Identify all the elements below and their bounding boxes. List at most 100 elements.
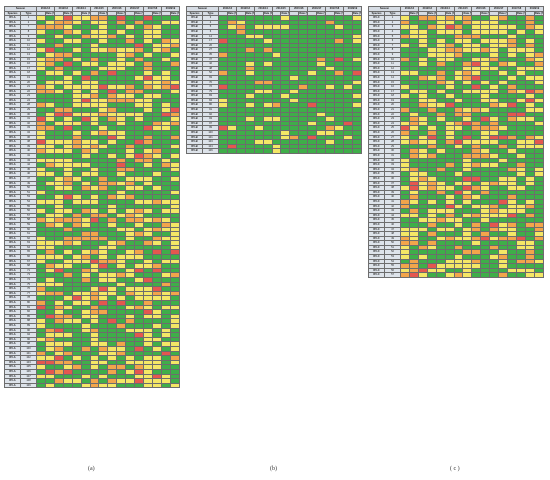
table-row: RV-B 42	[186, 61, 363, 67]
species-cell: RV-C	[368, 272, 385, 278]
value-cell	[53, 382, 64, 389]
table-row: RV-A 45	[4, 166, 181, 173]
rate-header: Rate (%)	[280, 10, 291, 17]
table-row: RV-C 44	[368, 212, 545, 219]
type-cell: 57	[383, 272, 402, 278]
table-row: RV-B 99	[186, 125, 363, 131]
caption-c: ( c )	[450, 466, 460, 472]
table-row: RV-A 11	[4, 42, 181, 49]
table-row: RV-A 89	[4, 323, 181, 329]
value-cell	[471, 272, 482, 278]
rate-header: Rate (%)	[462, 10, 473, 17]
value-cell	[226, 148, 237, 154]
value-cell	[98, 382, 109, 389]
value-cell	[271, 148, 282, 154]
table-row: RV-A 38	[4, 139, 181, 145]
value-cell	[253, 148, 264, 154]
table-row: RV-C 18	[368, 93, 545, 99]
table-row: RV-A 103	[4, 359, 181, 366]
table-row: RV-C 6	[368, 38, 545, 44]
table-row: RV-B 35	[186, 51, 363, 58]
table-row: RV-A 66	[4, 254, 181, 260]
rate-header: Rate (%)	[516, 10, 526, 17]
table-row: RV-C 21	[368, 107, 545, 113]
table-row: RV-B 97	[186, 120, 363, 127]
table-row: RV-C 45	[368, 217, 545, 223]
value-cell	[134, 382, 145, 389]
table-row: RV-B 72	[186, 84, 363, 90]
value-cell	[280, 148, 291, 154]
rate-header: Rate (%)	[44, 10, 55, 17]
table-row: RV-A 28	[4, 102, 181, 109]
rate-header: Rate (%)	[480, 10, 491, 17]
table-row: RV-A 85	[4, 313, 181, 320]
table-row: RV-A 1	[4, 15, 181, 21]
table-row: RV-A 77	[4, 290, 181, 297]
rate-header: Rate (%)	[80, 10, 91, 17]
value-cell	[160, 382, 171, 389]
table-row: RV-A 105	[4, 364, 181, 370]
value-cell	[125, 382, 136, 389]
value-cell	[325, 148, 335, 154]
value-cell	[89, 382, 100, 389]
caption-b: (b)	[270, 466, 277, 472]
rate-header: Rate (%)	[62, 10, 73, 17]
value-cell	[152, 382, 162, 389]
value-cell	[453, 272, 464, 278]
table-row: RV-C 14	[368, 74, 545, 81]
table-row: RV-C 36	[368, 176, 545, 182]
value-cell	[417, 272, 428, 278]
rate-header: Rate (%)	[351, 10, 363, 17]
table-row: RV-A 18	[4, 70, 181, 76]
table-row: RV-C 30	[368, 148, 545, 154]
rate-header: Rate (%)	[226, 10, 237, 17]
species-cell: RV-A	[4, 382, 21, 389]
rate-header: Rate (%)	[498, 10, 509, 17]
table-row: RV-C 24	[368, 120, 545, 127]
season-header-row: Season 2011/12 2012/13 2013/14 2014/15 2…	[185, 6, 363, 12]
value-cell	[218, 148, 228, 154]
table-row: RV-A 17	[4, 65, 181, 72]
table-row: RV-B 104	[186, 143, 363, 150]
value-cell	[143, 382, 153, 389]
table-row: RV-A 39	[4, 143, 181, 150]
table-row: RV-C 12	[368, 65, 545, 72]
table-row: RV-A 2	[4, 19, 181, 26]
value-cell	[498, 272, 509, 278]
type-cell: 109	[19, 382, 38, 389]
table-row: RV-C 13	[368, 70, 545, 76]
rate-header: Rate (%)	[426, 10, 437, 17]
table-row: RV-C 57	[368, 272, 545, 278]
rate-header: Rate (%)	[134, 10, 145, 17]
value-cell	[489, 272, 500, 278]
value-cell	[307, 148, 318, 154]
rv-c-table: Season 2011/12 2012/13 2013/14 2014/15 2…	[367, 6, 545, 278]
species-cell: RV-B	[186, 148, 203, 154]
rate-header: Rate (%)	[408, 10, 419, 17]
table-row: RV-A 51	[4, 189, 181, 196]
rate-header: Rate (%)	[244, 10, 255, 17]
table-row: RV-B 101	[186, 134, 363, 141]
table-row: RV-A 15	[4, 56, 181, 63]
table-row: RV-C 46	[368, 221, 545, 228]
table-row: RV-B 70	[186, 79, 363, 86]
table-row: RV-A 46	[4, 171, 181, 177]
table-row: RV-A 47	[4, 176, 181, 182]
value-cell	[235, 148, 246, 154]
table-row: RV-C 50	[368, 240, 545, 246]
value-cell	[444, 272, 455, 278]
value-cell	[426, 272, 437, 278]
value-cell	[462, 272, 473, 278]
rv-a-rows: RV-A 1 RV-A 2 RV-A 7 RV-A 8 RV-A 9 RV-A 10 RV-A 11 RV-…	[4, 15, 181, 389]
table-row: RV-B 3	[186, 15, 363, 21]
table-row: RV-A 65	[4, 249, 181, 256]
value-cell	[342, 148, 353, 154]
table-row: RV-C 25	[368, 125, 545, 131]
rate-header: Rate (%)	[298, 10, 309, 17]
table-row: RV-A 82	[4, 309, 181, 315]
value-cell	[480, 272, 491, 278]
table-row: RV-C 4	[368, 29, 545, 35]
table-row: RV-A 73	[4, 272, 181, 278]
table-row: RV-A 19	[4, 74, 181, 81]
table-row: RV-B 48	[186, 65, 363, 72]
